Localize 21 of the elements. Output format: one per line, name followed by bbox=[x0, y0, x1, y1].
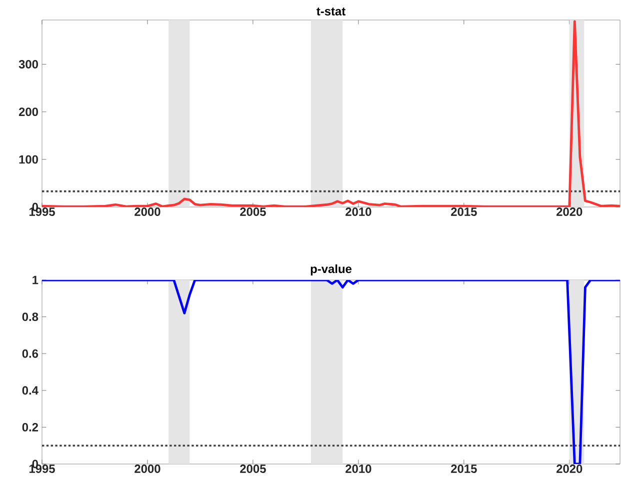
x-tick-label: 2015 bbox=[451, 464, 477, 473]
y-tick-label: 0.2 bbox=[22, 422, 38, 432]
y-tick-label: 1 bbox=[32, 276, 38, 284]
y-tick-label: 200 bbox=[18, 108, 38, 116]
y-tick-label: 300 bbox=[18, 60, 38, 69]
x-tick-label: 2005 bbox=[240, 208, 266, 216]
y-tick-label: 0.4 bbox=[22, 386, 38, 395]
y-tick-label: 0.8 bbox=[22, 312, 38, 322]
chart-title: t-stat bbox=[316, 8, 346, 16]
x-tick-label: 2000 bbox=[134, 208, 160, 216]
line-series bbox=[42, 280, 620, 464]
x-tick-label: 2010 bbox=[346, 208, 372, 216]
x-tick-label: 2000 bbox=[134, 464, 160, 473]
x-tick-label: 2020 bbox=[556, 464, 582, 473]
x-tick-label: 2010 bbox=[346, 464, 372, 473]
chart-title: p-value bbox=[310, 264, 352, 276]
x-tick-label: 2005 bbox=[240, 464, 266, 473]
x-tick-label: 2020 bbox=[556, 208, 582, 216]
y-tick-label: 100 bbox=[19, 155, 38, 164]
x-tick-label: 2015 bbox=[451, 208, 477, 216]
y-tick-label: 0.6 bbox=[22, 349, 38, 358]
